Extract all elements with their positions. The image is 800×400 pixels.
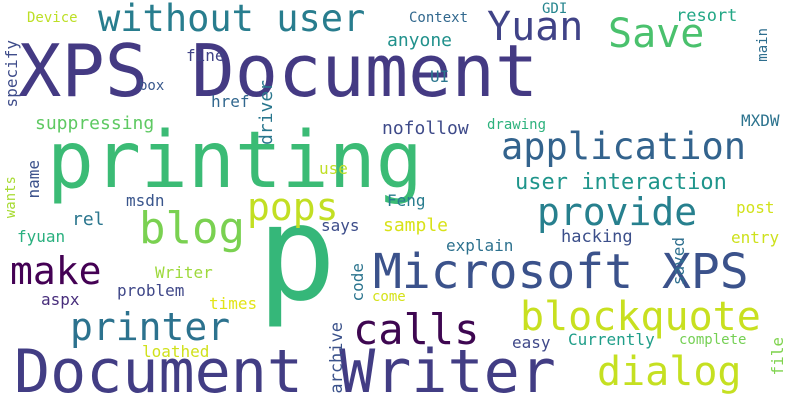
- word-anyone: anyone: [387, 32, 452, 50]
- word-come: come: [372, 290, 406, 304]
- word-device: Device: [27, 11, 78, 25]
- word-post: post: [736, 200, 775, 216]
- word-drawing: drawing: [487, 118, 546, 132]
- word-entry: entry: [731, 230, 779, 246]
- word-specify: specify: [4, 40, 20, 107]
- word-wants: wants: [4, 176, 18, 218]
- word-dialog: dialog: [597, 352, 742, 392]
- word-sample: sample: [383, 217, 448, 235]
- word-make: make: [10, 252, 102, 290]
- word-use: use: [319, 161, 348, 177]
- word-msdn: msdn: [126, 193, 165, 209]
- word-easy: easy: [512, 335, 551, 351]
- word-gdi: GDI: [542, 2, 567, 16]
- word-saved: saved: [671, 237, 687, 285]
- word-explain: explain: [446, 238, 513, 254]
- word-writer: Writer: [155, 265, 213, 281]
- word-rel: rel: [72, 211, 105, 229]
- word-loathed: loathed: [142, 344, 209, 360]
- word-feng: Feng: [387, 193, 426, 209]
- word-name: name: [26, 160, 42, 199]
- word-archive: archive: [329, 322, 346, 394]
- word-context: Context: [409, 11, 468, 25]
- word-main: main: [756, 28, 770, 62]
- word-printer: printer: [70, 308, 230, 346]
- word-currently: Currently: [568, 332, 655, 348]
- word-resort: resort: [676, 8, 737, 25]
- word-xps-document: XPS Document: [18, 35, 538, 107]
- word-problem: problem: [117, 283, 184, 299]
- word-provide: provide: [537, 193, 697, 231]
- word-yuan: Yuan: [487, 7, 583, 47]
- word-ui: UI: [430, 69, 449, 85]
- word-blog: blog: [139, 207, 245, 251]
- word-code: code: [350, 263, 366, 302]
- word-times: times: [209, 296, 257, 312]
- word-suppressing: suppressing: [35, 115, 154, 133]
- word-calls: calls: [353, 309, 479, 351]
- word-hacking: hacking: [561, 229, 633, 246]
- word-says: says: [321, 218, 360, 234]
- word-mxdw: MXDW: [741, 113, 780, 129]
- word-fine: fine: [186, 48, 225, 64]
- word-application: application: [501, 128, 746, 165]
- word-without-user: without user: [98, 0, 365, 37]
- word-nofollow: nofollow: [382, 120, 469, 138]
- word-box: box: [139, 79, 164, 93]
- word-file: file: [770, 337, 786, 376]
- word-aspx: aspx: [41, 292, 80, 308]
- word-microsoft-xps: Microsoft XPS: [373, 248, 749, 296]
- word-fyuan: fyuan: [17, 229, 65, 245]
- word-complete: complete: [679, 333, 746, 347]
- word-user-interaction: user interaction: [515, 172, 727, 194]
- word-href: href: [211, 94, 250, 110]
- word-driver: driver: [258, 80, 276, 145]
